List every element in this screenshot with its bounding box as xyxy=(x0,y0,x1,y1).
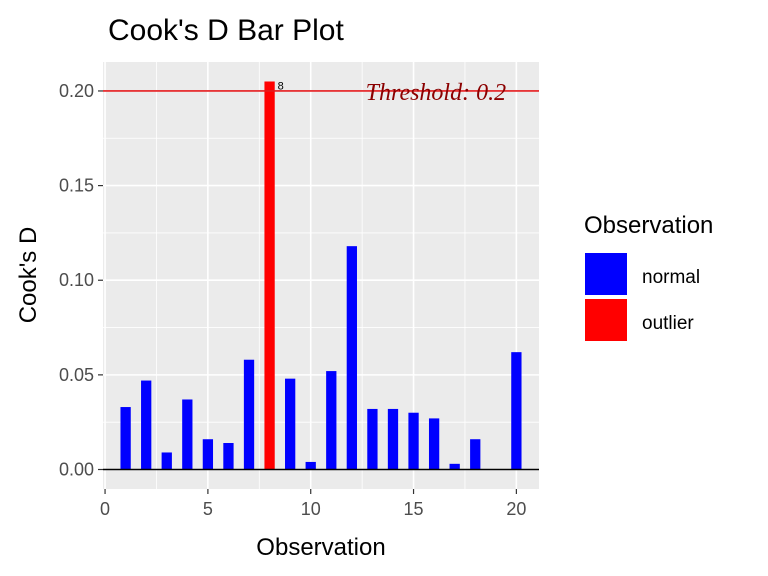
y-tick-label: 0.15 xyxy=(59,176,94,196)
legend-title: Observation xyxy=(584,212,713,239)
bar-observation-3 xyxy=(161,452,172,470)
y-tick-label: 0.05 xyxy=(59,365,94,385)
plot-panel xyxy=(103,62,539,489)
bar-observation-17 xyxy=(449,463,460,470)
legend: Observation normal outlier xyxy=(584,212,713,341)
y-tick-label: 0.20 xyxy=(59,81,94,101)
bar-observation-8 xyxy=(264,81,275,470)
bar-observation-18 xyxy=(470,439,481,470)
x-tick-label: 0 xyxy=(100,499,110,519)
y-tick-label: 0.00 xyxy=(59,460,94,480)
bar-observation-1 xyxy=(120,407,131,470)
bar-observation-9 xyxy=(285,378,296,470)
legend-label-normal: normal xyxy=(642,267,700,288)
x-tick-label: 5 xyxy=(203,499,213,519)
bar-annotation-label: 8 xyxy=(278,80,284,92)
bars xyxy=(120,81,522,470)
bar-observation-7 xyxy=(243,359,255,470)
threshold-label: Threshold: 0.2 xyxy=(366,80,506,106)
y-tick-label: 0.10 xyxy=(59,270,94,290)
bar-observation-16 xyxy=(428,418,440,470)
x-tick-label: 15 xyxy=(404,499,424,519)
legend-swatch-normal xyxy=(585,253,627,295)
x-axis-ticks: 0 5 10 15 20 xyxy=(100,489,526,519)
x-axis-title: Observation xyxy=(256,534,385,561)
bar-observation-4 xyxy=(182,399,193,470)
bar-observation-12 xyxy=(346,246,357,470)
legend-swatch-outlier xyxy=(585,299,627,341)
bar-observation-15 xyxy=(408,412,419,470)
bar-observation-2 xyxy=(141,380,152,470)
bar-observation-14 xyxy=(387,408,399,470)
chart-title: Cook's D Bar Plot xyxy=(108,14,344,47)
bar-observation-13 xyxy=(367,408,378,470)
bar-annotations: 8 xyxy=(278,80,284,92)
bar-observation-10 xyxy=(305,461,316,470)
x-tick-label: 20 xyxy=(506,499,526,519)
bar-observation-5 xyxy=(202,439,214,470)
bar-observation-20 xyxy=(511,352,522,470)
x-tick-label: 10 xyxy=(301,499,321,519)
y-axis-ticks: 0.00 0.05 0.10 0.15 0.20 xyxy=(59,81,103,480)
bar-observation-6 xyxy=(223,443,234,470)
legend-label-outlier: outlier xyxy=(642,313,694,334)
bar-observation-11 xyxy=(326,371,337,470)
y-axis-title: Cook's D xyxy=(15,227,42,324)
